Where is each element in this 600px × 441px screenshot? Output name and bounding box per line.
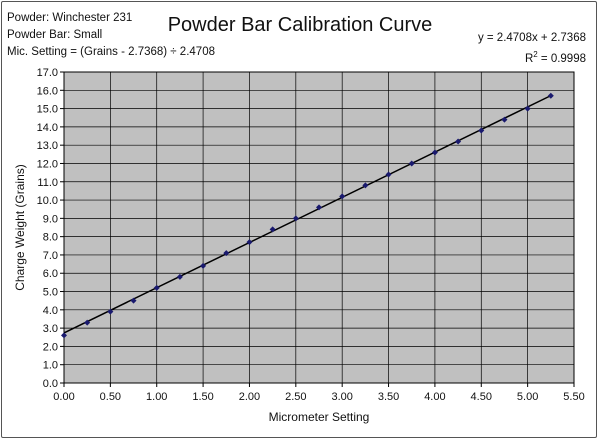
data-point bbox=[339, 193, 346, 200]
mic-setting-formula: Mic. Setting = (Grains - 2.7368) ÷ 2.470… bbox=[7, 46, 215, 58]
data-point bbox=[292, 215, 299, 222]
y-axis-label: Charge Weight (Grains) bbox=[13, 164, 27, 291]
data-point bbox=[246, 239, 253, 246]
data-point bbox=[408, 160, 415, 167]
powder-bar-label: Powder Bar: Small bbox=[7, 29, 103, 41]
data-point bbox=[316, 204, 322, 211]
x-tick-label: 3.00 bbox=[331, 391, 352, 403]
y-tick-label: 10.0 bbox=[37, 195, 58, 207]
y-tick-label: 8.0 bbox=[43, 232, 58, 244]
plot-border bbox=[63, 71, 575, 384]
x-tick-label: 2.50 bbox=[285, 391, 306, 403]
y-tick-label: 16.0 bbox=[37, 85, 58, 97]
data-point bbox=[269, 226, 276, 233]
y-tick-label: 13.0 bbox=[37, 140, 58, 152]
y-tick-label: 4.0 bbox=[43, 305, 58, 317]
chart-title: Powder Bar Calibration Curve bbox=[167, 14, 433, 36]
data-point bbox=[176, 273, 183, 280]
plot-area bbox=[64, 72, 574, 383]
x-axis-label: Micrometer Setting bbox=[269, 410, 370, 424]
trendline bbox=[63, 94, 552, 334]
y-tick-label: 6.0 bbox=[43, 268, 58, 280]
data-point bbox=[107, 308, 114, 315]
y-tick-label: 14.0 bbox=[37, 122, 58, 134]
y-tick-label: 9.0 bbox=[43, 213, 58, 225]
x-tick-label: 1.00 bbox=[146, 391, 167, 403]
regression-equation: y = 2.4708x + 2.7368 bbox=[477, 32, 586, 44]
x-tick-label: 0.00 bbox=[53, 391, 74, 403]
r-squared-prefix: R bbox=[524, 52, 534, 65]
data-point bbox=[478, 127, 485, 134]
y-tick-label: 3.0 bbox=[43, 323, 58, 335]
data-point bbox=[385, 171, 392, 178]
x-tick-label: 2.00 bbox=[239, 391, 260, 403]
y-tick-label: 2.0 bbox=[43, 341, 58, 353]
y-tick-label: 5.0 bbox=[43, 287, 58, 299]
data-point bbox=[130, 297, 137, 304]
data-point bbox=[501, 116, 508, 123]
y-tick-label: 0.0 bbox=[43, 378, 58, 390]
data-point bbox=[153, 284, 160, 291]
x-tick-label: 1.50 bbox=[192, 391, 213, 403]
data-point bbox=[61, 332, 67, 339]
data-point bbox=[431, 149, 438, 156]
x-tick-label: 5.00 bbox=[517, 391, 538, 403]
powder-label: Powder: Winchester 231 bbox=[7, 12, 133, 24]
y-tick-label: 7.0 bbox=[43, 250, 58, 262]
data-point bbox=[524, 105, 531, 112]
data-point bbox=[84, 319, 91, 326]
x-tick-label: 0.50 bbox=[100, 391, 121, 403]
x-tick-label: 4.00 bbox=[424, 391, 445, 403]
data-point bbox=[455, 138, 462, 145]
data-point bbox=[547, 92, 554, 99]
x-tick-label: 4.50 bbox=[471, 391, 492, 403]
data-point bbox=[200, 262, 207, 269]
y-tick-label: 15.0 bbox=[37, 104, 58, 116]
r-squared-value: = 0.9998 bbox=[537, 52, 586, 65]
y-tick-label: 17.0 bbox=[37, 67, 58, 79]
r-squared-superscript: 2 bbox=[533, 50, 538, 59]
x-tick-label: 5.50 bbox=[563, 391, 584, 403]
r-squared-label: R2 = 0.9998 bbox=[525, 50, 586, 65]
y-tick-label: 11.0 bbox=[37, 177, 58, 189]
y-tick-label: 12.0 bbox=[37, 158, 58, 170]
data-point bbox=[362, 182, 369, 189]
x-tick-label: 3.50 bbox=[378, 391, 399, 403]
y-tick-label: 1.0 bbox=[43, 360, 58, 372]
data-point bbox=[223, 250, 230, 257]
